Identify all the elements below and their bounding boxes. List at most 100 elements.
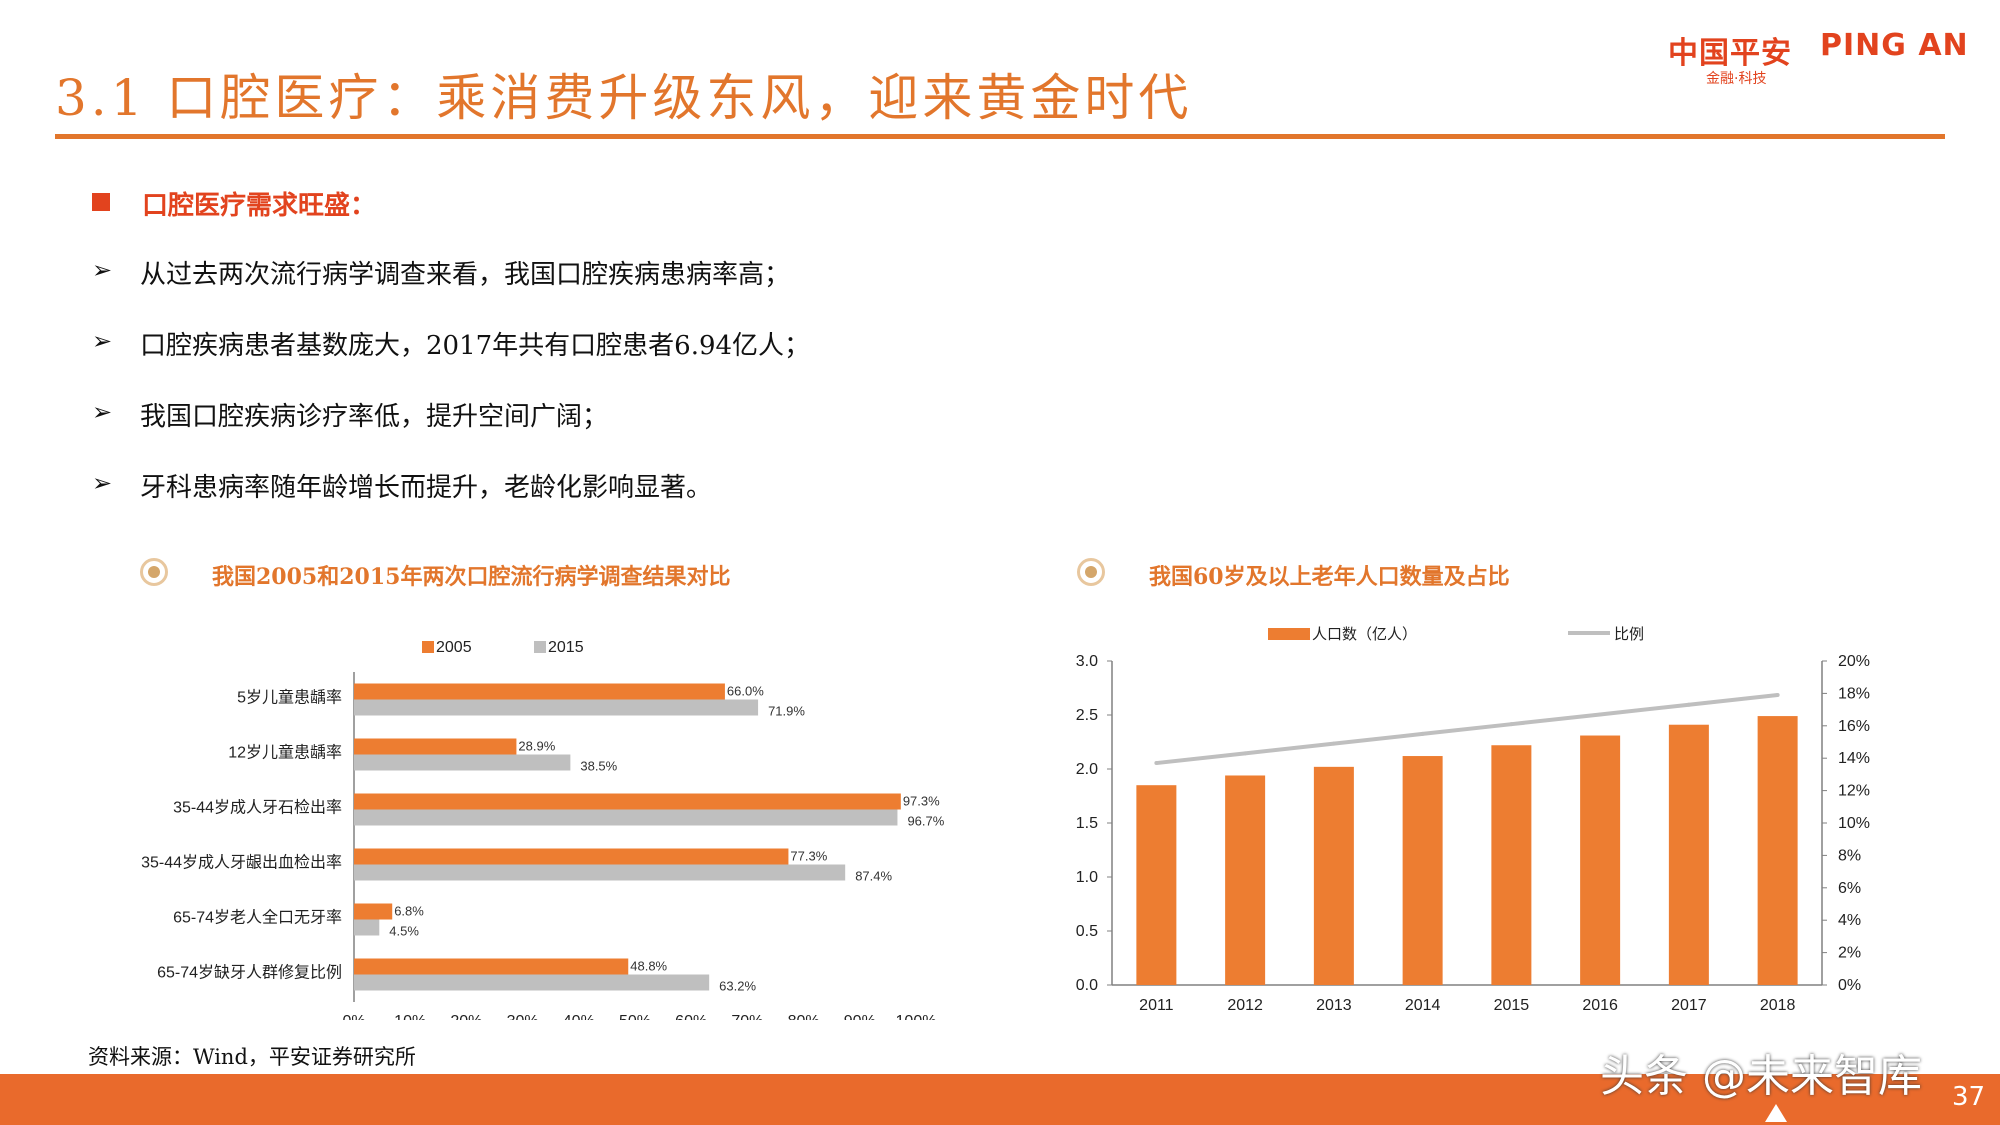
data-label-2015: 96.7% — [907, 814, 944, 829]
right-y-tick-label: 6% — [1838, 880, 1861, 897]
right-y-tick-label: 4% — [1838, 912, 1861, 929]
right-y-tick-label: 0% — [1838, 977, 1861, 994]
x-tick-label: 2014 — [1405, 997, 1441, 1014]
bar-2015 — [354, 809, 898, 826]
right-y-tick-label: 8% — [1838, 847, 1861, 864]
line-point-ratio — [1420, 731, 1425, 736]
x-tick-label: 0% — [342, 1013, 365, 1020]
right-y-tick-label: 18% — [1838, 685, 1870, 702]
x-tick-label: 2013 — [1316, 997, 1352, 1014]
x-tick-label: 20% — [450, 1013, 482, 1020]
page-number: 37 — [1952, 1082, 1986, 1112]
arrow-bullet-icon: ➢ — [92, 256, 113, 284]
bar-population — [1136, 785, 1177, 985]
left-y-tick-label: 2.0 — [1076, 761, 1098, 778]
right-y-tick-label: 20% — [1838, 653, 1870, 670]
x-tick-label: 2017 — [1671, 997, 1707, 1014]
bullet-text: 从过去两次流行病学调查来看，我国口腔疾病患病率高； — [140, 260, 791, 290]
line-point-ratio — [1509, 722, 1514, 727]
bar-2015 — [354, 864, 846, 881]
bar-2005 — [354, 738, 517, 755]
square-bullet-icon — [92, 193, 110, 211]
data-label-2005: 28.9% — [518, 739, 555, 754]
title-divider — [55, 134, 1945, 139]
data-label-2005: 77.3% — [790, 849, 827, 864]
legend-label-2015: 2015 — [548, 639, 584, 656]
left-y-tick-label: 2.5 — [1076, 707, 1098, 724]
left-y-tick-label: 0.0 — [1076, 977, 1098, 994]
line-point-ratio — [1154, 761, 1159, 766]
x-tick-label: 80% — [788, 1013, 820, 1020]
bullet-text: 口腔疾病患者基数庞大，2017年共有口腔患者6.94亿人； — [140, 331, 811, 361]
bar-population — [1757, 716, 1798, 985]
target-icon-center — [148, 566, 160, 578]
data-label-2015: 87.4% — [855, 869, 892, 884]
line-point-ratio — [1686, 702, 1691, 707]
bar-2005 — [354, 793, 901, 810]
target-icon — [140, 558, 168, 586]
right-y-tick-label: 10% — [1838, 815, 1870, 832]
data-label-2015: 4.5% — [389, 924, 419, 939]
pingan-logo: 中国平安 PING AN 金融·科技 — [1668, 28, 1978, 90]
left-bar-chart: 2005 2015 0% 10% 20% 30% 40% 50% 60% 70% 80% 90% 100… — [141, 639, 945, 1020]
arrow-bullet-icon: ➢ — [92, 398, 113, 426]
category-label: 5岁儿童患龋率 — [237, 688, 342, 707]
x-tick-label: 40% — [563, 1013, 595, 1020]
right-y-tick-label: 16% — [1838, 718, 1870, 735]
left-y-tick-label: 1.5 — [1076, 815, 1098, 832]
bar-population — [1313, 766, 1354, 985]
data-label-2015: 71.9% — [768, 704, 805, 719]
x-tick-label: 10% — [394, 1013, 426, 1020]
arrow-bullet-icon: ➢ — [92, 327, 113, 355]
bar-population — [1402, 756, 1443, 985]
line-point-ratio — [1243, 751, 1248, 756]
arrow-bullet-icon: ➢ — [92, 469, 113, 497]
bar-2015 — [354, 754, 571, 771]
left-y-tick-label: 0.5 — [1076, 923, 1098, 940]
right-y-tick-label: 12% — [1838, 783, 1870, 800]
bar-population — [1491, 745, 1532, 985]
legend-label-bar: 人口数（亿人） — [1312, 626, 1417, 643]
legend-label-line: 比例 — [1614, 626, 1644, 643]
x-tick-label: 90% — [844, 1013, 876, 1020]
bar-2015 — [354, 699, 759, 716]
page-title: 3.1 口腔医疗：乘消费升级东风，迎来黄金时代 — [55, 69, 1193, 127]
x-tick-label: 2011 — [1139, 997, 1174, 1014]
bar-population — [1668, 724, 1709, 985]
bar-2005 — [354, 903, 393, 920]
x-tick-label: 50% — [619, 1013, 651, 1020]
section-label: 口腔医疗需求旺盛： — [142, 191, 377, 221]
x-tick-label: 60% — [675, 1013, 707, 1020]
category-label: 65-74岁缺牙人群修复比例 — [157, 964, 342, 982]
right-y-tick-label: 2% — [1838, 945, 1861, 962]
line-point-ratio — [1775, 693, 1780, 698]
source-note: 资料来源：Wind，平安证券研究所 — [88, 1045, 416, 1069]
legend-label-2005: 2005 — [436, 639, 472, 656]
bar-2015 — [354, 919, 380, 936]
data-label-2005: 66.0% — [727, 684, 764, 699]
logo-tagline: 金融·科技 — [1706, 71, 1767, 87]
x-tick-label: 2015 — [1494, 997, 1530, 1014]
data-label-2015: 38.5% — [580, 759, 617, 774]
right-y-tick-label: 14% — [1838, 750, 1870, 767]
bullet-text: 牙科患病率随年龄增长而提升，老龄化影响显著。 — [140, 473, 713, 503]
left-y-tick-label: 1.0 — [1076, 869, 1098, 886]
data-label-2015: 63.2% — [719, 979, 756, 994]
logo-english: PING AN — [1820, 28, 1969, 63]
bar-2015 — [354, 974, 710, 991]
right-chart-title: 我国60岁及以上老年人口数量及占比 — [1149, 564, 1510, 590]
x-tick-label: 2012 — [1227, 997, 1263, 1014]
bullet-text: 我国口腔疾病诊疗率低，提升空间广阔； — [140, 402, 609, 432]
right-combo-chart: 人口数（亿人） 比例 0.0 0.5 1.0 1.5 2.0 2.5 3.0 0% 2% 4% 6% 8%… — [1076, 626, 1870, 1014]
watermark: 头条 @未来智库 — [1600, 1051, 1922, 1102]
data-label-2005: 97.3% — [903, 794, 940, 809]
home-icon — [1765, 1104, 1787, 1122]
category-label: 35-44岁成人牙石检出率 — [173, 799, 342, 817]
x-tick-label: 100% — [896, 1013, 937, 1020]
category-label: 35-44岁成人牙龈出血检出率 — [141, 854, 342, 872]
logo-chinese: 中国平安 — [1668, 36, 1792, 71]
bar-2005 — [354, 958, 629, 975]
line-point-ratio — [1598, 712, 1603, 717]
x-tick-label: 2018 — [1760, 997, 1796, 1014]
x-tick-label: 30% — [507, 1013, 539, 1020]
